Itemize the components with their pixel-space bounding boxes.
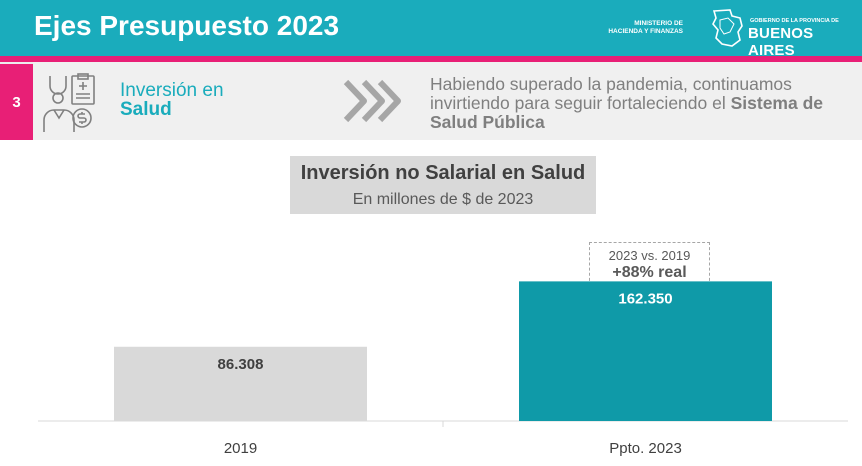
chart-title-box: Inversión no Salarial en Salud En millon… (290, 156, 596, 214)
page-title: Ejes Presupuesto 2023 (34, 10, 340, 41)
x-tick-label-0: 2019 (224, 440, 257, 457)
section-description: Habiendo superado la pandemia, continuam… (430, 75, 850, 132)
description-plain: Habiendo superado la pandemia, continuam… (430, 74, 792, 113)
header-bar: Ejes Presupuesto 2023 MINISTERIO DE HACI… (0, 0, 862, 59)
bar-0 (114, 346, 367, 421)
description-bold: Sistema de Salud Pública (430, 93, 823, 132)
health-investment-icon (43, 73, 95, 132)
province-map-icon (712, 9, 743, 47)
annotation-comparison: 2023 vs. 2019 (608, 248, 691, 263)
bar-value-label-1: 162.350 (618, 290, 672, 307)
x-tick-label-1: Ppto. 2023 (609, 440, 682, 457)
gov-big-text: BUENOS AIRES (748, 25, 814, 59)
bar-1 (519, 281, 772, 421)
section-number: 3 (0, 64, 33, 140)
chart-subtitle: En millones de $ de 2023 (352, 191, 534, 208)
gov-small-text: GOBIERNO DE LA PROVINCIA DE (750, 18, 839, 24)
double-chevron-icon (343, 79, 401, 123)
accent-stripe (0, 56, 862, 62)
section-title-line1: Inversión en (120, 80, 224, 101)
ministry-logo-text: MINISTERIO DE HACIENDA Y FINANZAS (585, 20, 683, 36)
section-card (33, 62, 862, 140)
section-title-line2: Salud (120, 99, 172, 120)
ministry-line1: MINISTERIO DE (634, 20, 683, 27)
chart-title: Inversión no Salarial en Salud (300, 162, 586, 184)
bar-value-label-0: 86.308 (218, 356, 264, 373)
annotation-growth: +88% real (612, 264, 687, 281)
ministry-line2: HACIENDA Y FINANZAS (608, 28, 683, 35)
